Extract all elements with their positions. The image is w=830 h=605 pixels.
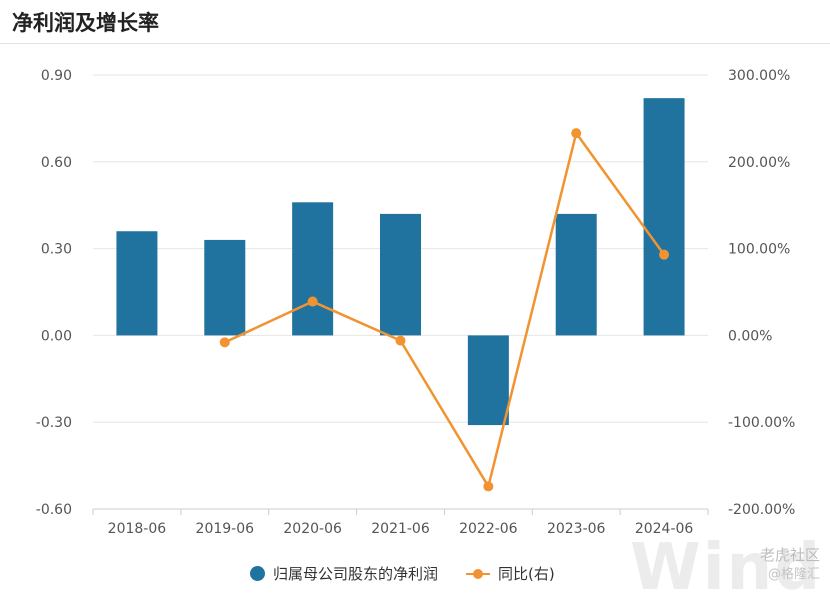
yoy-point xyxy=(219,337,230,348)
yoy-point xyxy=(483,481,494,492)
legend-swatch-line xyxy=(466,567,491,581)
y-left-tick-label: 0.90 xyxy=(41,68,72,84)
x-tick-label: 2022-06 xyxy=(459,521,518,537)
x-tick-label: 2023-06 xyxy=(547,521,606,537)
x-tick-label: 2024-06 xyxy=(635,521,694,537)
legend-label-net-profit: 归属母公司股东的净利润 xyxy=(273,565,439,583)
bar xyxy=(555,213,597,336)
chart-header: 净利润及增长率 xyxy=(0,0,830,44)
y-left-tick-label: 0.30 xyxy=(41,242,72,258)
wind-watermark: Wind xyxy=(630,531,822,605)
x-tick-label: 2020-06 xyxy=(283,521,342,537)
yoy-point xyxy=(659,249,670,260)
y-right-tick-label: 200.00% xyxy=(728,155,790,171)
y-right-tick-label: -100.00% xyxy=(728,415,795,431)
y-right-tick-label: 0.00% xyxy=(728,328,772,344)
y-right-tick-label: -200.00% xyxy=(728,502,795,518)
legend-item-net-profit[interactable]: 归属母公司股东的净利润 xyxy=(250,563,438,584)
y-left-tick-label: 0.60 xyxy=(41,155,72,171)
chart-title: 净利润及增长率 xyxy=(12,11,159,35)
yoy-point xyxy=(571,128,582,139)
x-tick-label: 2019-06 xyxy=(196,521,255,537)
y-right-tick-label: 300.00% xyxy=(728,68,790,84)
yoy-line xyxy=(224,131,666,488)
legend-swatch-bar xyxy=(250,566,265,581)
community-watermark-sub: @格隆汇 xyxy=(767,567,820,582)
bar xyxy=(292,202,334,336)
y-left-tick-label: -0.30 xyxy=(36,415,72,431)
x-tick-label: 2018-06 xyxy=(108,521,167,537)
x-tick-label: 2021-06 xyxy=(371,521,430,537)
chart-legend: 归属母公司股东的净利润 同比(右) xyxy=(250,563,555,584)
y-right-tick-label: 100.00% xyxy=(728,242,790,258)
legend-item-yoy[interactable]: 同比(右) xyxy=(466,563,555,584)
community-watermark-text: 老虎社区 xyxy=(759,546,820,564)
bar xyxy=(204,239,246,336)
yoy-point xyxy=(307,296,318,307)
yoy-point xyxy=(395,335,406,346)
bar xyxy=(380,213,421,336)
community-watermark: 老虎社区 @格隆汇 xyxy=(760,545,820,585)
legend-label-yoy: 同比(右) xyxy=(498,565,555,583)
bar xyxy=(467,335,509,426)
y-left-tick-label: 0.00 xyxy=(41,328,72,344)
bar xyxy=(643,98,685,336)
y-left-tick-label: -0.60 xyxy=(36,502,72,518)
bar xyxy=(116,231,158,336)
